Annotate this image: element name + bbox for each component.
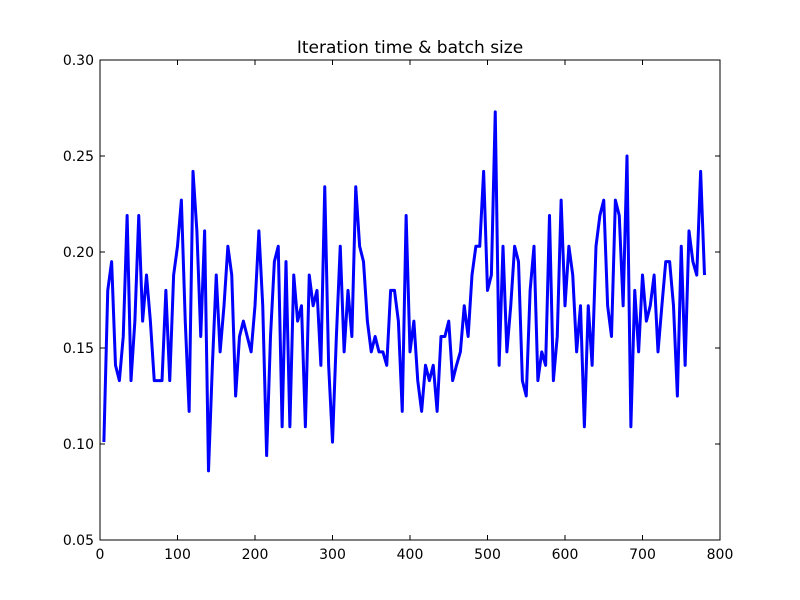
x-tick-label: 200: [242, 547, 269, 563]
x-tick-label: 0: [96, 547, 105, 563]
y-tick-label: 0.05: [63, 533, 94, 549]
x-tick-label: 500: [474, 547, 501, 563]
y-tick-label: 0.25: [63, 149, 94, 165]
x-tick-label: 300: [319, 547, 346, 563]
x-tick-label: 100: [164, 547, 191, 563]
x-tick-label: 800: [707, 547, 734, 563]
y-tick-label: 0.10: [63, 437, 94, 453]
x-tick-label: 600: [552, 547, 579, 563]
y-tick-label: 0.15: [63, 341, 94, 357]
y-tick-label: 0.20: [63, 245, 94, 261]
y-tick-label: 0.30: [63, 53, 94, 69]
series-line: [102, 110, 706, 473]
x-tick-label: 400: [397, 547, 424, 563]
x-tick-label: 700: [629, 547, 656, 563]
chart-title: Iteration time & batch size: [297, 38, 523, 58]
